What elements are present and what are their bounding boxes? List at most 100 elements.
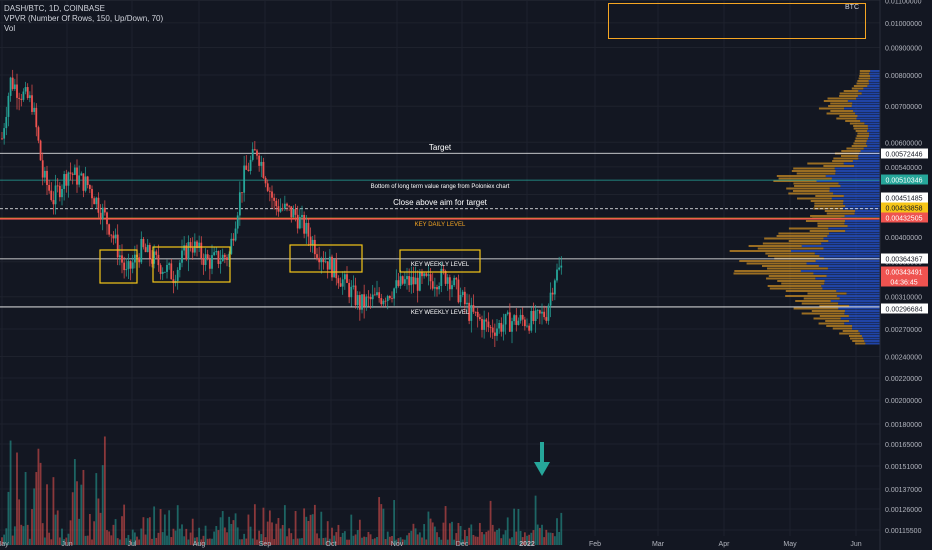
price-badge-label: 0.00572446 — [886, 152, 923, 159]
candle-body — [123, 262, 126, 271]
candle-body — [151, 258, 153, 264]
candle-body — [444, 270, 447, 284]
price-badge-label: 04:36:45 — [890, 280, 917, 287]
vpvr-up-bar — [859, 332, 880, 335]
vpvr-up-bar — [849, 320, 880, 322]
candle-body — [103, 207, 106, 213]
volume-indicator[interactable]: Vol — [4, 24, 16, 33]
vpvr-up-bar — [829, 187, 880, 190]
volume-bar — [106, 530, 108, 545]
volume-bar — [114, 519, 117, 545]
candle-body — [358, 295, 361, 310]
symbol-title[interactable]: DASH/BTC, 1D, COINBASE — [4, 4, 105, 13]
candle-body — [305, 222, 308, 234]
vpvr-up-bar — [828, 240, 880, 242]
candle-body — [436, 287, 438, 290]
vpvr-down-bar — [839, 95, 858, 97]
vpvr-down-bar — [803, 297, 840, 300]
candle-body — [478, 317, 481, 320]
volume-bar — [294, 511, 297, 545]
candle-body — [206, 254, 209, 260]
candle-body — [286, 203, 288, 206]
candle-body — [116, 234, 119, 258]
candle-body — [373, 294, 376, 296]
volume-bar — [9, 440, 12, 545]
volume-bar — [337, 524, 340, 545]
candle-body — [247, 169, 250, 171]
volume-bar — [228, 516, 231, 545]
candle-body — [331, 256, 333, 278]
volume-bar — [63, 539, 66, 545]
scale-selector-box[interactable]: BTC — [608, 3, 866, 39]
price-tick-label: 0.00540000 — [885, 165, 922, 172]
volume-bar — [103, 436, 106, 545]
vpvr-down-bar — [836, 117, 857, 120]
vpvr-up-bar — [867, 125, 880, 127]
candle-body — [532, 310, 535, 322]
candle-body — [110, 234, 113, 236]
candle-body — [140, 238, 143, 263]
volume-bar — [176, 505, 179, 545]
vpvr-down-bar — [778, 232, 830, 235]
vpvr-up-bar — [801, 245, 880, 247]
vpvr-up-bar — [855, 112, 880, 115]
candle-body — [187, 242, 190, 260]
volume-bar — [84, 535, 87, 545]
time-axis[interactable]: May Jun Jul Aug Sep Oct Nov Dec 2022 Feb Mar Apr May… — [0, 541, 862, 548]
vpvr-down-bar — [793, 182, 839, 185]
vpvr-down-bar — [852, 340, 865, 342]
vpvr-up-bar — [843, 162, 880, 165]
volume-bar — [388, 536, 391, 545]
volume-bar — [448, 523, 451, 545]
price-axis[interactable]: 0.01100000 0.01000000 0.00900000 0.00800000… — [879, 0, 922, 550]
candle-body — [361, 294, 363, 310]
vpvr-down-bar — [830, 102, 853, 105]
volume-bar — [391, 536, 393, 545]
candle-body — [118, 255, 121, 258]
candle-body — [82, 173, 85, 191]
vpvr-up-bar — [863, 337, 880, 340]
volume-bar — [504, 530, 507, 545]
time-tick-label: Dec — [456, 541, 469, 548]
candle-body — [440, 268, 443, 287]
vpvr-up-bar — [819, 255, 880, 257]
volume-bar — [468, 527, 471, 545]
vpvr-down-bar — [794, 185, 841, 187]
volume-bar — [303, 508, 306, 545]
vpvr-down-bar — [809, 230, 846, 232]
volume-bar — [275, 523, 278, 545]
volume-bar — [258, 530, 261, 545]
volume-bar — [20, 524, 23, 545]
candle-body — [421, 272, 423, 277]
volume-bar — [236, 527, 239, 545]
candle-body — [234, 228, 237, 241]
price-badge — [881, 212, 928, 223]
vpvr-up-bar — [843, 200, 880, 202]
volume-bar — [101, 465, 104, 545]
volume-bar — [517, 508, 520, 545]
vpvr-down-bar — [781, 282, 825, 285]
volume-bar — [536, 524, 539, 545]
vpvr-down-bar — [811, 310, 845, 312]
candle-body — [354, 285, 357, 306]
vpvr-up-bar — [847, 225, 880, 227]
candle-body — [253, 149, 256, 151]
candle-body — [20, 98, 23, 100]
volume-bar — [170, 537, 173, 545]
vpvr-down-bar — [765, 252, 815, 255]
candle-body — [67, 172, 70, 186]
candle-body — [326, 261, 329, 270]
volume-bar — [5, 528, 8, 545]
candle-body — [352, 285, 355, 287]
vpvr-down-bar — [828, 105, 852, 107]
volume-bar — [41, 523, 44, 545]
volume-bar — [487, 530, 490, 545]
candle-body — [91, 188, 93, 199]
vpvr-indicator[interactable]: VPVR (Number Of Rows, 150, Up/Down, 70) — [4, 14, 164, 23]
candle-body — [309, 236, 312, 246]
volume-bar — [163, 514, 166, 545]
candle-body — [298, 217, 301, 229]
candle-body — [367, 296, 370, 298]
candle-body — [9, 77, 12, 96]
